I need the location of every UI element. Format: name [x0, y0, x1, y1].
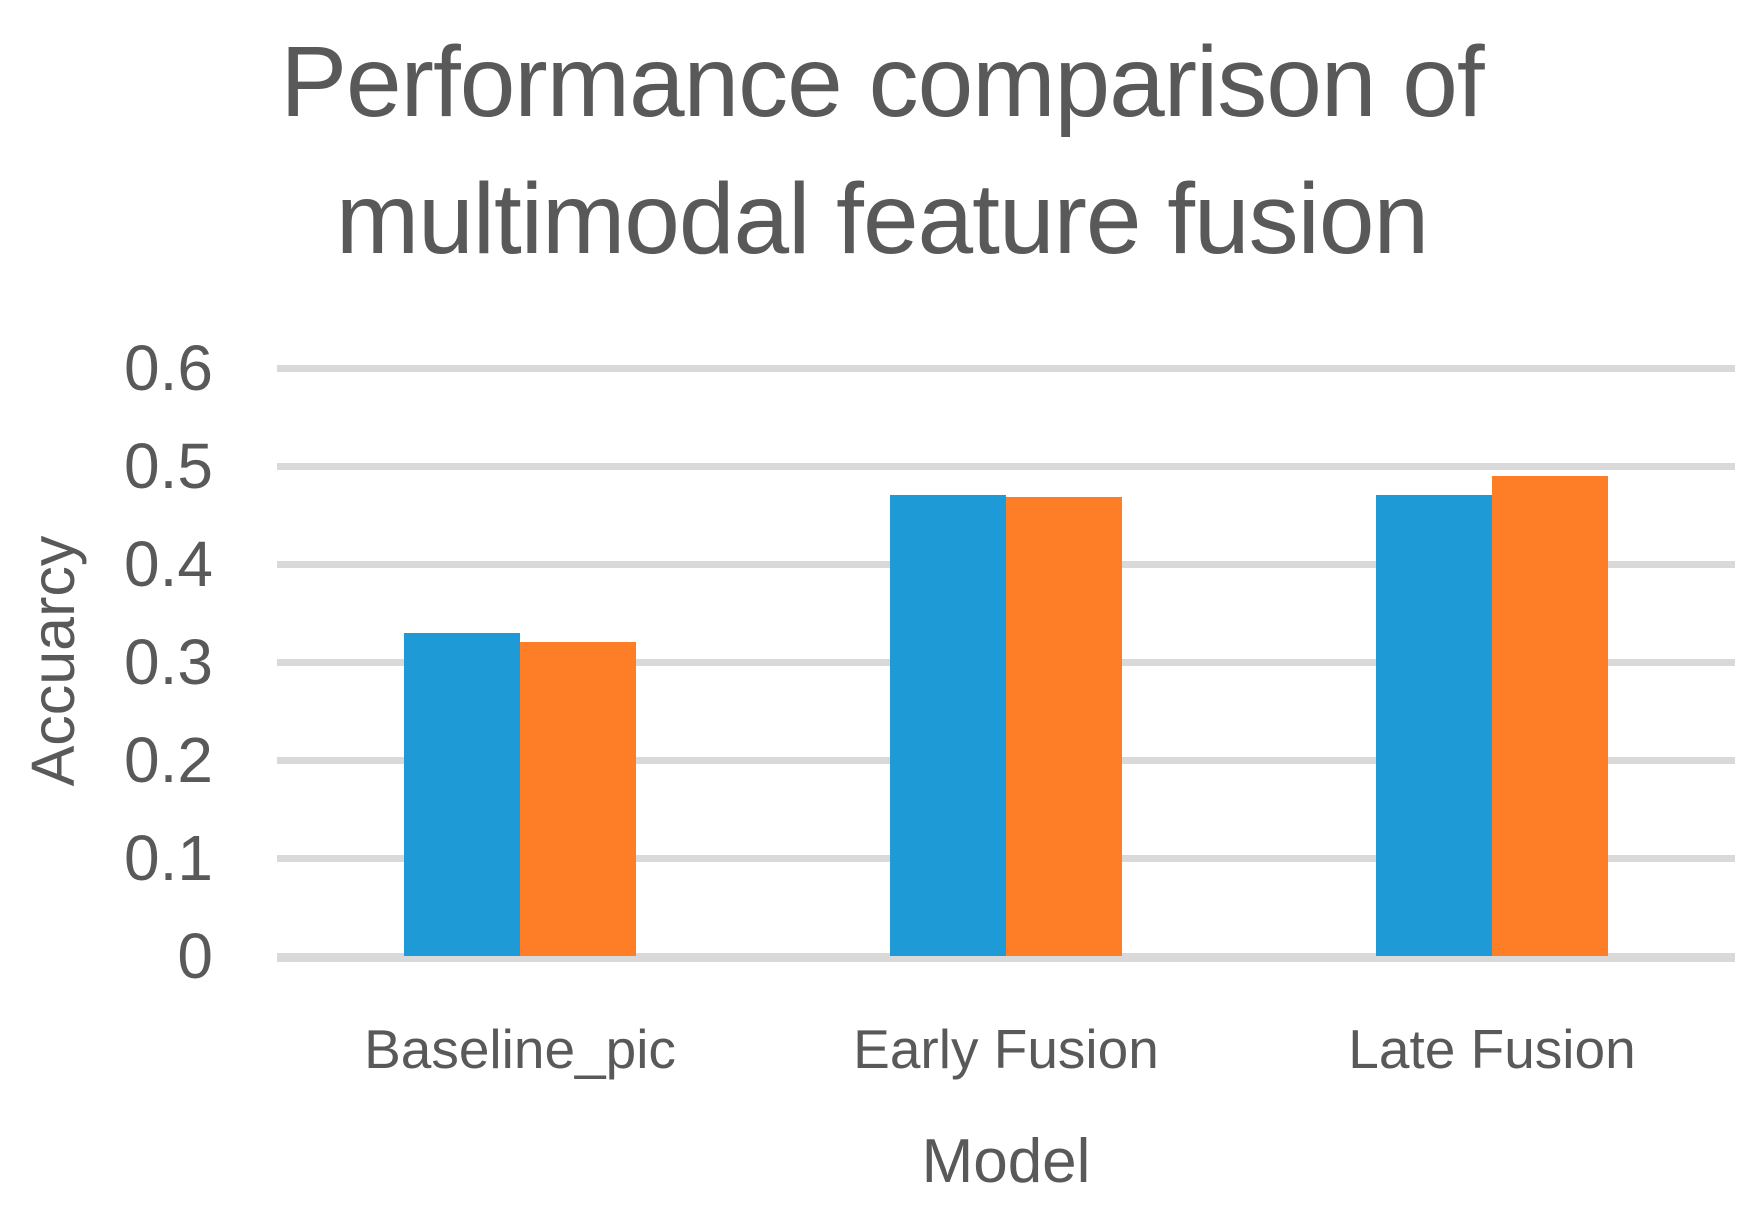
y-tick-label-0.2: 0.2 — [124, 724, 213, 796]
y-tick-label-0.5: 0.5 — [124, 430, 213, 502]
x-tick-label-late-fusion: Late Fusion — [1348, 1018, 1636, 1080]
y-tick-label-0.6: 0.6 — [124, 332, 213, 404]
chart-title-line-1: Performance comparison of — [280, 26, 1484, 138]
plot-area — [277, 365, 1735, 962]
gridline-0.6 — [277, 365, 1735, 372]
bar-series2-baseline-pic — [520, 642, 636, 956]
chart-title: Performance comparison of multimodal fea… — [0, 14, 1764, 288]
chart-title-line-2: multimodal feature fusion — [335, 163, 1429, 275]
x-axis-line — [277, 953, 1735, 962]
gridline-0.5 — [277, 463, 1735, 470]
x-axis-title: Model — [921, 1127, 1091, 1196]
y-tick-label-0.1: 0.1 — [124, 822, 213, 894]
x-tick-label-baseline-pic: Baseline_pic — [364, 1018, 676, 1080]
bar-series1-late-fusion — [1376, 495, 1492, 956]
y-tick-label-0.3: 0.3 — [124, 626, 213, 698]
bar-series2-late-fusion — [1492, 475, 1608, 956]
y-tick-label-0.4: 0.4 — [124, 528, 213, 600]
bar-series2-early-fusion — [1006, 497, 1122, 956]
x-tick-label-early-fusion: Early Fusion — [853, 1018, 1159, 1080]
bar-series1-baseline-pic — [404, 632, 520, 956]
bar-series1-early-fusion — [890, 495, 1006, 956]
y-tick-label-0: 0 — [177, 920, 213, 992]
